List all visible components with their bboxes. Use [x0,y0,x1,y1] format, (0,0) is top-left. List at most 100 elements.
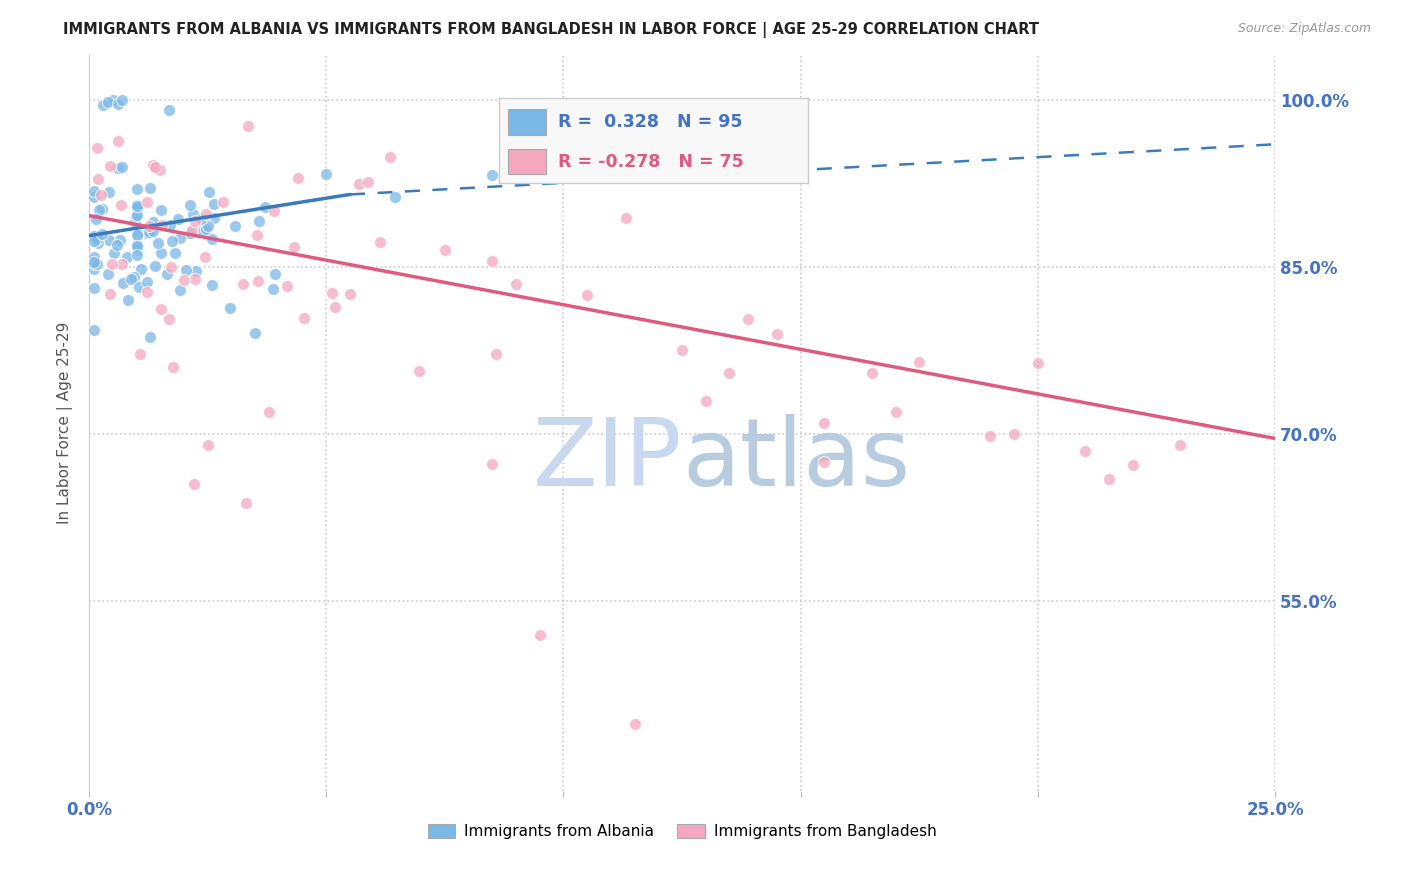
Point [813,416,835,430]
Point [323,300,346,314]
Point [83,229,105,244]
Point [263,282,285,296]
Point [90,202,112,217]
Point [276,279,298,293]
Point [347,178,370,192]
Point [115,250,138,264]
Point [83,257,105,271]
Point [623,716,645,731]
Point [125,182,148,196]
Point [139,181,162,195]
Bar [509,149,546,175]
Point [107,134,129,148]
Point [150,218,173,232]
Point [160,260,183,275]
Point [162,360,184,375]
Point [166,212,188,227]
Point [1098,472,1121,486]
Point [737,311,759,326]
Point [159,219,181,233]
Point [184,272,207,286]
Point [246,274,269,288]
Point [125,240,148,254]
Point [481,168,503,182]
Point [235,496,257,510]
Point [139,329,162,343]
Point [83,189,105,203]
Point [98,159,121,173]
Point [408,364,430,378]
Point [83,323,105,337]
Point [481,457,503,471]
Point [614,211,637,226]
Point [125,227,148,242]
Point [884,405,907,419]
Point [979,429,1001,443]
Point [201,277,224,292]
Point [111,276,134,290]
Point [212,194,235,209]
Point [321,286,343,301]
Point [184,264,207,278]
Point [136,285,159,299]
Point [339,287,361,301]
Point [184,214,207,228]
Point [157,103,180,117]
Point [107,161,129,175]
Point [125,244,148,258]
Point [90,187,112,202]
Point [125,208,148,222]
Point [120,272,142,286]
Point [908,354,931,368]
Point [129,346,152,360]
Point [576,287,599,301]
Point [138,226,160,240]
Point [125,237,148,252]
Point [202,197,225,211]
Point [163,246,186,260]
Text: R =  0.328   N = 95: R = 0.328 N = 95 [558,113,742,131]
Point [197,438,219,452]
Point [87,172,110,186]
Point [243,326,266,340]
Point [98,287,121,301]
Y-axis label: In Labor Force | Age 25-29: In Labor Force | Age 25-29 [58,322,73,524]
Point [813,455,835,469]
Point [128,280,150,294]
Point [107,97,129,112]
Point [117,293,139,307]
Point [122,270,145,285]
Point [83,184,105,198]
Point [181,222,204,236]
Point [232,277,254,291]
Point [111,93,134,107]
Point [125,209,148,223]
Point [315,167,337,181]
Point [125,239,148,253]
Point [86,257,108,271]
Point [135,226,157,240]
Point [695,393,717,408]
Point [1122,458,1144,473]
Point [1002,427,1025,442]
Point [149,163,172,178]
Point [253,200,276,214]
Bar [509,109,546,135]
Point [292,310,315,325]
Point [150,245,173,260]
Point [173,273,195,287]
Point [169,231,191,245]
Point [135,275,157,289]
Point [83,234,105,248]
Point [860,366,883,380]
Point [238,119,260,133]
Point [1074,443,1097,458]
Point [125,248,148,262]
Point [86,211,108,226]
Point [156,267,179,281]
Point [263,203,285,218]
Point [157,312,180,326]
Point [671,343,693,358]
Point [142,224,165,238]
Text: ZIP: ZIP [533,414,682,506]
